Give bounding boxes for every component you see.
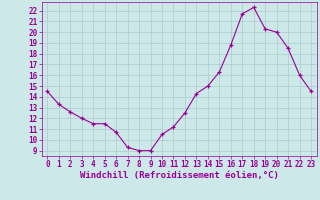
X-axis label: Windchill (Refroidissement éolien,°C): Windchill (Refroidissement éolien,°C) (80, 171, 279, 180)
